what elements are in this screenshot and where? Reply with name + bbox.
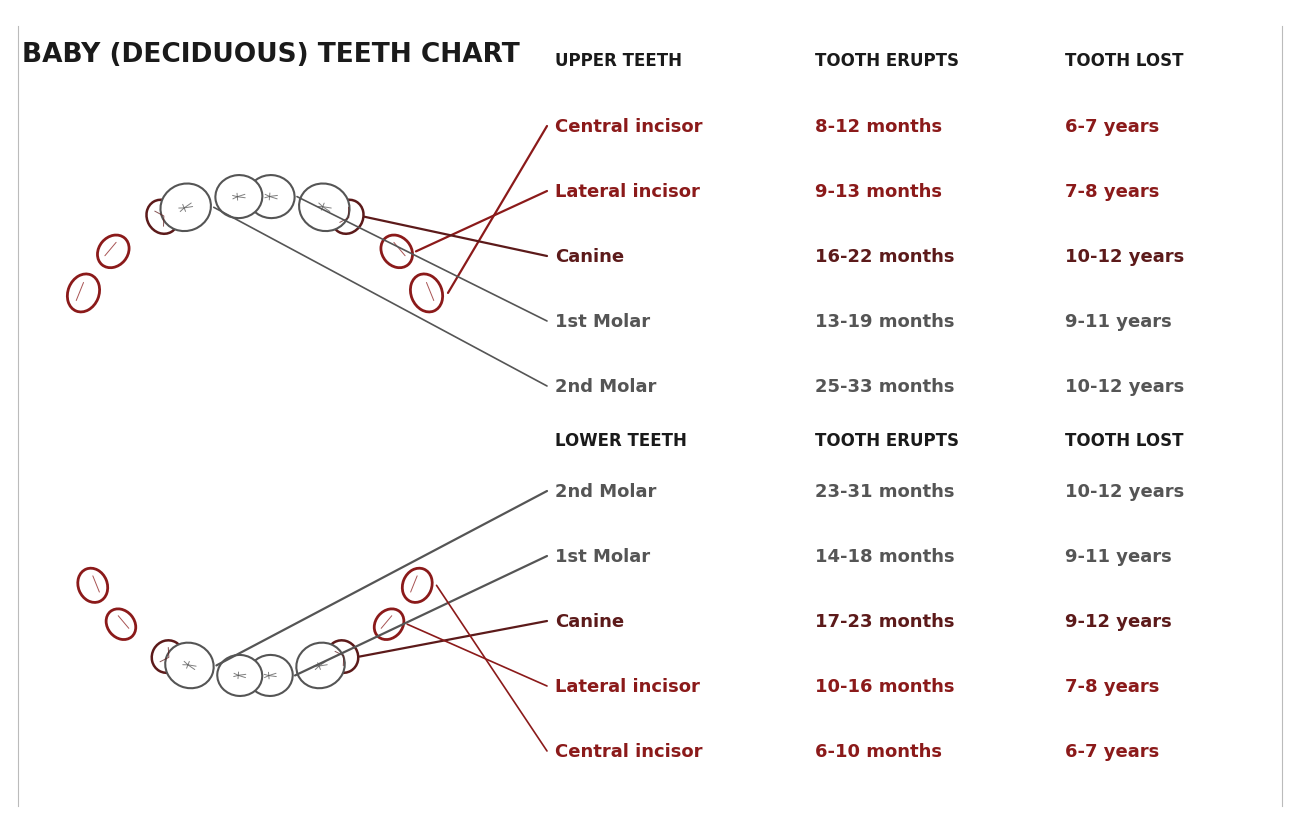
Ellipse shape [374,609,404,640]
Text: 10-16 months: 10-16 months [815,677,954,696]
Text: TOOTH LOST: TOOTH LOST [1065,52,1183,70]
Text: 16-22 months: 16-22 months [815,247,954,266]
Ellipse shape [107,609,135,640]
Text: 2nd Molar: 2nd Molar [555,378,656,395]
Text: 8-12 months: 8-12 months [815,118,942,135]
Ellipse shape [147,201,178,235]
Text: TOOTH ERUPTS: TOOTH ERUPTS [815,431,959,450]
Ellipse shape [296,643,345,688]
Text: 10-12 years: 10-12 years [1065,247,1184,266]
Text: Lateral incisor: Lateral incisor [555,677,699,696]
Text: 7-8 years: 7-8 years [1065,677,1160,696]
Text: 10-12 years: 10-12 years [1065,482,1184,501]
Text: 6-10 months: 6-10 months [815,742,942,760]
Text: 6-7 years: 6-7 years [1065,742,1160,760]
Ellipse shape [217,655,263,696]
Text: TOOTH LOST: TOOTH LOST [1065,431,1183,450]
Text: Canine: Canine [555,612,624,630]
Text: Central incisor: Central incisor [555,742,702,760]
Text: 23-31 months: 23-31 months [815,482,954,501]
Text: BABY (DECIDUOUS) TEETH CHART: BABY (DECIDUOUS) TEETH CHART [22,42,520,68]
Ellipse shape [216,176,263,219]
Ellipse shape [98,236,129,268]
Ellipse shape [326,640,359,673]
Text: 9-12 years: 9-12 years [1065,612,1171,630]
Ellipse shape [68,274,100,313]
Ellipse shape [411,274,443,313]
Text: TOOTH ERUPTS: TOOTH ERUPTS [815,52,959,70]
Text: 1st Molar: 1st Molar [555,313,650,330]
Text: 2nd Molar: 2nd Molar [555,482,656,501]
Text: Lateral incisor: Lateral incisor [555,183,699,201]
Text: 7-8 years: 7-8 years [1065,183,1160,201]
Text: 25-33 months: 25-33 months [815,378,954,395]
Ellipse shape [299,184,350,232]
Text: 9-13 months: 9-13 months [815,183,942,201]
Ellipse shape [381,236,412,268]
Text: Central incisor: Central incisor [555,118,702,135]
Ellipse shape [402,568,432,603]
Ellipse shape [248,655,292,696]
Ellipse shape [152,640,183,673]
Text: 14-18 months: 14-18 months [815,548,954,565]
Text: LOWER TEETH: LOWER TEETH [555,431,686,450]
Text: 9-11 years: 9-11 years [1065,313,1171,330]
Text: 6-7 years: 6-7 years [1065,118,1160,135]
Ellipse shape [247,176,295,219]
Ellipse shape [160,184,211,232]
Text: 17-23 months: 17-23 months [815,612,954,630]
Text: UPPER TEETH: UPPER TEETH [555,52,682,70]
Text: 10-12 years: 10-12 years [1065,378,1184,395]
Ellipse shape [78,568,108,603]
Text: Canine: Canine [555,247,624,266]
Ellipse shape [165,643,213,688]
Text: 1st Molar: 1st Molar [555,548,650,565]
Text: 9-11 years: 9-11 years [1065,548,1171,565]
Ellipse shape [332,201,364,235]
Text: 13-19 months: 13-19 months [815,313,954,330]
